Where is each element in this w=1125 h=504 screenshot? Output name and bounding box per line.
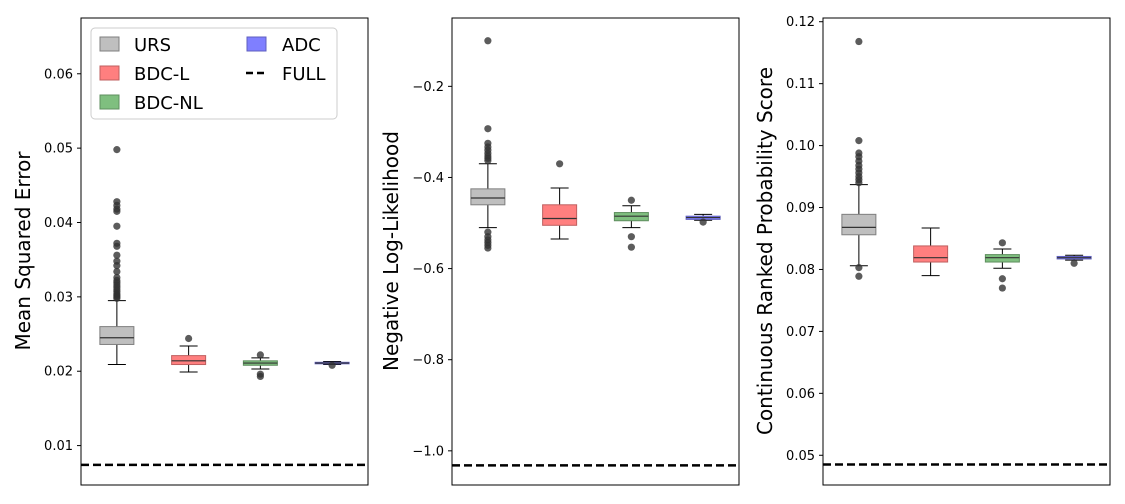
axes-frame [822,17,1111,486]
outlier-point [699,218,707,226]
y-tick-label: −0.2 [412,80,444,95]
y-tick-label: 0.04 [44,216,73,231]
box-bdc-l [913,227,949,277]
box-urs [470,37,506,252]
y-tick-label: 0.03 [44,290,73,305]
outlier-point [556,160,564,168]
y-tick-label: −0.8 [412,353,444,368]
outlier-point [484,125,492,133]
y-tick-label: −0.4 [412,171,444,186]
y-tick-label: −0.6 [412,262,444,277]
outlier-point [256,372,264,381]
box-adc [1056,254,1092,267]
outlier-point [484,244,492,252]
box-bdc-nl [984,239,1020,292]
legend-swatch-urs [99,36,120,52]
y-tick-label: 0.05 [786,449,815,464]
outlier-point [484,157,492,165]
legend-swatch-bdc-l [99,65,120,81]
y-tick-label: 0.06 [44,67,73,82]
box-bdc-nl [242,351,278,381]
panel-nll: −1.0 −0.8 −0.6 −0.4 −0.2 Negative Log-Likeli… [379,17,740,486]
y-tick-label: 0.11 [786,77,815,92]
box-body [984,254,1020,263]
y-axis-label: Negative Log-Likelihood [379,131,403,371]
outlier-point [113,251,121,259]
y-axis-label: Mean Squared Error [11,151,35,351]
box-adc [314,361,350,369]
box-body [99,326,135,345]
legend-label-bdc-l: BDC-L [134,64,189,85]
box-body [171,355,207,366]
legend: URS BDC-L BDC-NL ADC FULL [90,27,338,120]
outlier-point [484,37,492,45]
outlier-point [113,267,121,276]
outlier-point [998,284,1006,292]
box-bdc-l [542,160,578,240]
outlier-point [855,272,863,280]
outlier-point [627,196,635,204]
outlier-point [998,275,1006,283]
outlier-point [113,242,121,250]
y-tick-label: 0.02 [44,365,73,380]
y-tick-label: 0.09 [786,201,815,216]
legend-swatch-bdc-nl [99,94,120,110]
outlier-point [113,207,121,215]
legend-label-bdc-nl: BDC-NL [134,93,203,114]
box-body [913,245,949,263]
outlier-point [627,243,635,251]
panel-mse: 0.01 0.02 0.03 0.04 0.05 0.06 Mean Squared Er… [11,17,369,486]
outlier-point [113,262,121,270]
outlier-point [256,351,264,359]
outlier-point [855,37,863,46]
y-tick-label: 0.01 [44,439,73,454]
legend-label-adc: ADC [282,35,321,56]
y-axis-label: Continuous Ranked Probability Score [753,67,777,435]
legend-swatch-adc [246,36,267,52]
box-body [542,204,578,226]
outlier-point [855,179,863,187]
outlier-point [113,146,121,154]
outlier-point [113,222,121,230]
box-body [841,213,877,236]
outlier-point [1070,259,1078,267]
y-tick-label: 0.08 [786,263,815,278]
outlier-point [627,233,635,241]
outlier-point [328,361,336,369]
box-adc [685,213,721,226]
box-urs [841,37,877,280]
legend-frame [90,27,338,120]
box-body [470,188,506,206]
panel-crps: 0.05 0.06 0.07 0.08 0.09 0.10 0.11 0.12 Continu… [753,15,1111,486]
y-tick-label: 0.12 [786,15,815,30]
axes-frame [451,17,740,486]
box-urs [99,146,135,366]
outlier-point [113,294,121,302]
y-tick-label: 0.05 [44,142,73,157]
y-tick-label: −1.0 [412,444,444,459]
outlier-point [185,334,193,343]
outlier-point [855,264,863,272]
y-tick-label: 0.06 [786,387,815,402]
outlier-point [998,239,1006,247]
legend-label-urs: URS [134,35,171,56]
box-bdc-nl [613,196,649,251]
box-bdc-l [171,334,207,373]
y-tick-label: 0.07 [786,325,815,340]
legend-label-full: FULL [282,64,326,85]
axes-frame [80,17,369,486]
y-tick-label: 0.10 [786,139,815,154]
outlier-point [855,137,863,145]
